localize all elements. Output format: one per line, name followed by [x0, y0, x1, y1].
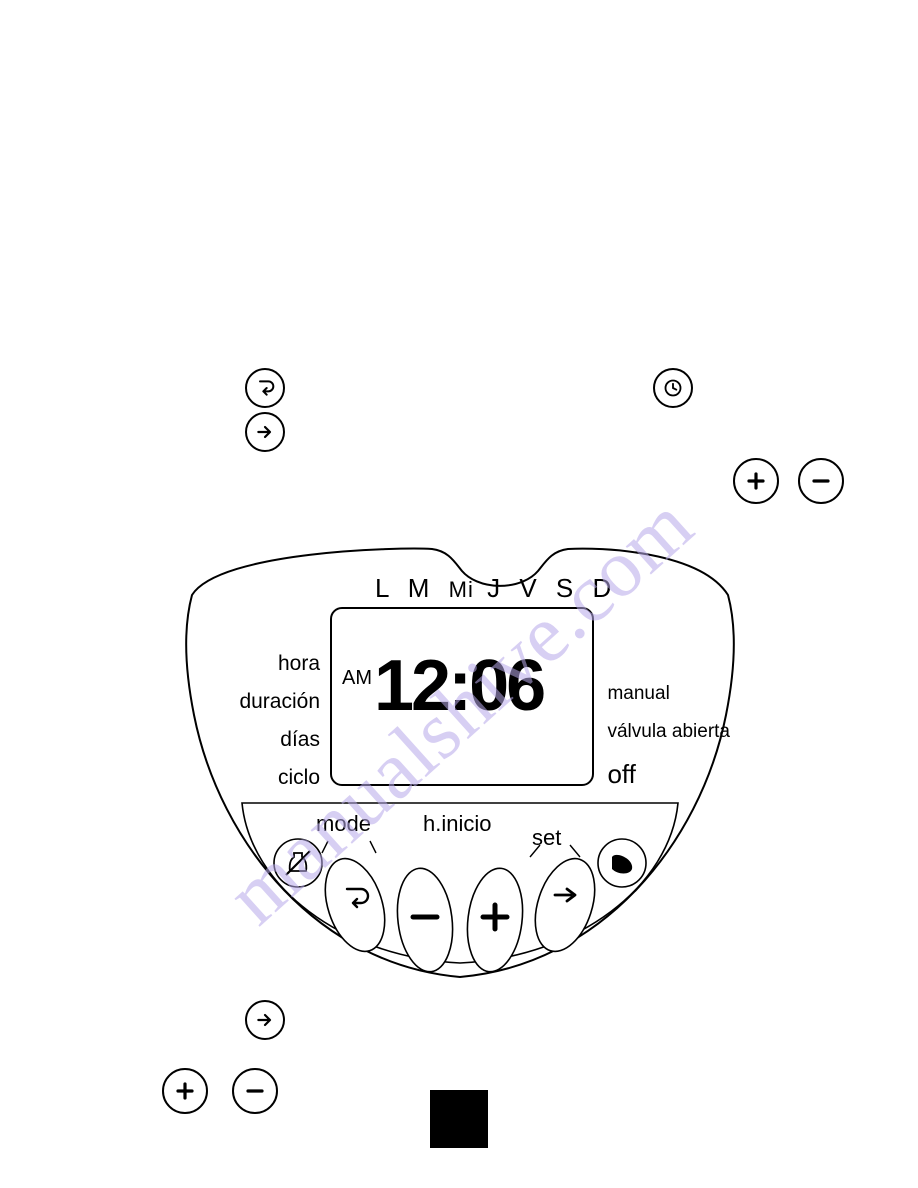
- left-mode-labels: hora duración días ciclo: [210, 645, 320, 797]
- plus-icon: [733, 458, 779, 504]
- plus-icon: [162, 1068, 208, 1114]
- label-dias: días: [210, 721, 320, 759]
- right-status-labels: manual válvula abierta off: [607, 675, 730, 793]
- label-mode: mode: [316, 811, 371, 837]
- days-header: L M Mi J V S D: [375, 573, 617, 604]
- cycle-icon: [245, 368, 285, 408]
- label-ciclo: ciclo: [210, 759, 320, 797]
- device-figure: L M Mi J V S D AM 12:06 hora duración dí…: [180, 545, 740, 985]
- clock-icon: [653, 368, 693, 408]
- ampm-indicator: AM: [342, 667, 372, 690]
- time-display: 12:06: [374, 645, 543, 727]
- label-duracion: duración: [210, 683, 320, 721]
- arrow-right-icon: [245, 412, 285, 452]
- minus-icon: [232, 1068, 278, 1114]
- arrow-right-icon: [245, 1000, 285, 1040]
- page-number-box: [430, 1090, 488, 1148]
- label-off: off: [607, 755, 730, 793]
- manual-page: manualshive.com: [0, 0, 918, 1188]
- label-manual: manual: [607, 675, 730, 713]
- lcd-display: AM 12:06: [330, 607, 594, 786]
- label-set: set: [532, 825, 561, 851]
- label-valvula: válvula abierta: [607, 713, 730, 751]
- label-hora: hora: [210, 645, 320, 683]
- minus-icon: [798, 458, 844, 504]
- label-hinicio: h.inicio: [423, 811, 491, 837]
